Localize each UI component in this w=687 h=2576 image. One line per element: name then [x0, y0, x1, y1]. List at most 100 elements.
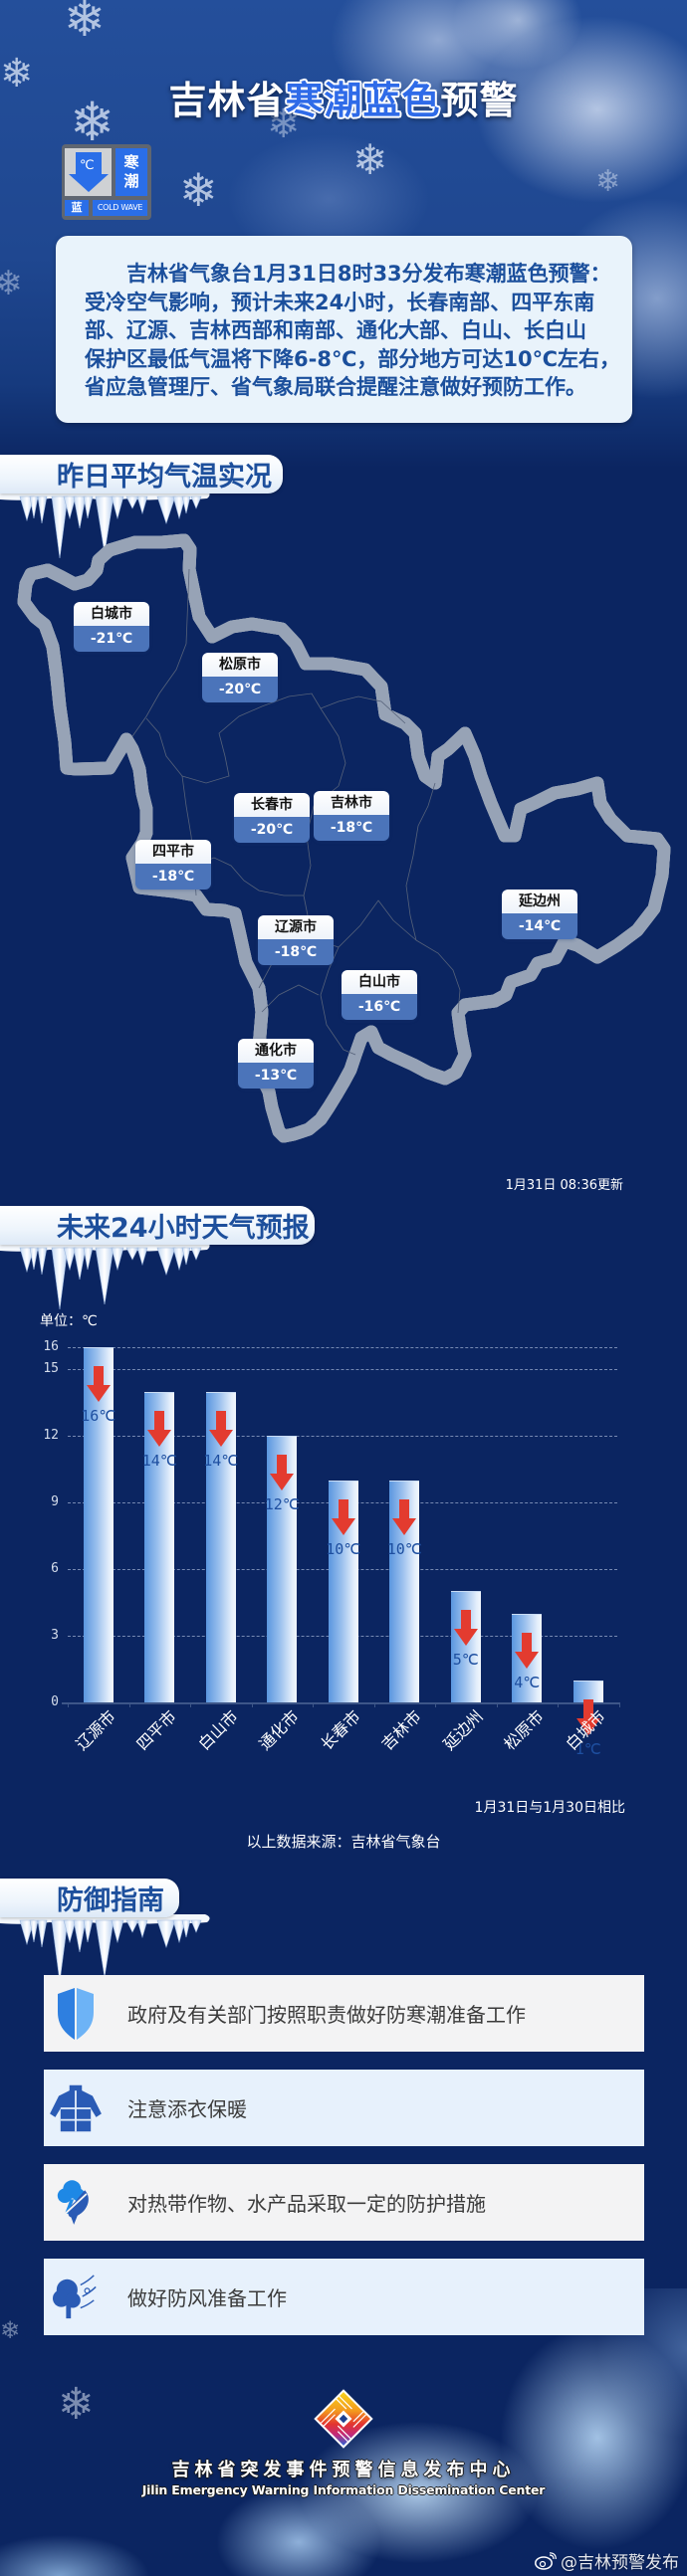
- snowflake-icon: ❄: [595, 164, 621, 199]
- snowflake-icon: ❄: [0, 51, 34, 97]
- warning-text-box: 吉林省气象台1月31日8时33分发布寒潮蓝色预警： 受冷空气影响，预计未来24小…: [56, 236, 632, 423]
- guide-text: 注意添衣保暖: [127, 2097, 247, 2121]
- x-axis-category-label: 辽源市: [72, 1706, 119, 1754]
- update-timestamp: 1月31日 08:36更新: [505, 1178, 623, 1193]
- guide-item-keep-warm: 注意添衣保暖: [44, 2070, 644, 2146]
- city-label-yanbian: 延边州 -14℃: [502, 890, 577, 939]
- organization-name-en: Jilin Emergency Warning Information Diss…: [141, 2482, 546, 2497]
- y-axis-tick-label: 0: [51, 1694, 59, 1709]
- bar-value-label: 12℃: [264, 1495, 300, 1514]
- x-axis-tick: [68, 1702, 69, 1707]
- x-axis-tick: [313, 1702, 314, 1707]
- snowflake-icon: ❄: [179, 163, 218, 217]
- guide-item-wind-prep: 做好防风准备工作: [44, 2259, 644, 2335]
- city-name: 白山市: [342, 970, 417, 994]
- bar-value-label: 14℃: [141, 1451, 177, 1470]
- x-axis-tick: [128, 1702, 130, 1707]
- down-arrow-icon: [69, 152, 109, 192]
- x-axis-tick: [496, 1702, 498, 1707]
- page-title: 吉林省寒潮蓝色预警: [0, 70, 687, 124]
- city-name: 辽源市: [258, 915, 334, 939]
- bar: [450, 1591, 481, 1702]
- organization-name-cn: 吉林省突发事件预警信息发布中心: [171, 2460, 516, 2480]
- temperature-drop-bar-chart: 单位：℃ 0 3 6 9 12 15 16 16℃ 辽源市 14℃ 四平市 14℃ 白山市 12℃ 通化市 1…: [0, 1293, 687, 1771]
- down-arrow-icon: [575, 1698, 600, 1735]
- snowflake-icon: ❄: [0, 2316, 21, 2344]
- down-arrow-icon: [392, 1498, 417, 1535]
- gridline: [68, 1369, 617, 1371]
- bar-value-label: 16℃: [81, 1407, 116, 1425]
- guide-text: 对热带作物、水产品采取一定的防护措施: [127, 2192, 486, 2216]
- down-arrow-icon: [270, 1455, 295, 1491]
- guide-item-crops-aquatic: 对热带作物、水产品采取一定的防护措施: [44, 2164, 644, 2241]
- city-temp: -21℃: [74, 626, 149, 652]
- down-arrow-icon: [515, 1632, 540, 1669]
- city-temp: -20℃: [234, 817, 310, 843]
- snowflake-icon: ❄: [58, 2379, 95, 2430]
- city-name: 松原市: [202, 653, 278, 677]
- warning-line: 受冷空气影响，预计未来24小时，长春南部、四平东南: [85, 290, 595, 314]
- temperature-drop-icon: ℃: [65, 148, 112, 196]
- city-label-liaoyuan: 辽源市 -18℃: [258, 915, 334, 965]
- title-suffix: 预警: [440, 79, 519, 122]
- weibo-icon: [535, 2551, 557, 2570]
- section-title-forecast: 未来24小时天气预报: [0, 1206, 315, 1245]
- badge-level: 蓝: [65, 200, 89, 216]
- city-label-baishan: 白山市 -16℃: [342, 970, 417, 1020]
- down-arrow-icon: [331, 1498, 355, 1535]
- city-label-tonghua: 通化市 -13℃: [238, 1039, 314, 1089]
- city-name: 吉林市: [314, 791, 389, 815]
- snowflake-icon: ❄: [0, 264, 23, 303]
- shield-icon: [44, 1987, 108, 2041]
- watermark-handle: @吉林预警发布: [561, 2553, 679, 2573]
- x-axis-category-label: 通化市: [255, 1706, 303, 1754]
- city-temp: -18℃: [135, 864, 211, 890]
- x-axis-category-label: 白山市: [194, 1706, 242, 1754]
- tree-fish-icon: [44, 2176, 108, 2230]
- x-axis-category-label: 延边州: [439, 1706, 487, 1754]
- tree-wind-icon: [44, 2274, 108, 2321]
- section-title-observed: 昨日平均气温实况: [0, 455, 283, 494]
- title-prefix: 吉林省: [168, 79, 286, 122]
- snowflake-icon: ❄: [64, 0, 106, 48]
- bar-value-label: 1℃: [574, 1739, 601, 1758]
- city-label-jilin: 吉林市 -18℃: [314, 791, 389, 841]
- jacket-icon: [44, 2083, 108, 2133]
- down-arrow-icon: [453, 1610, 478, 1647]
- x-axis-category-label: 吉林市: [377, 1706, 425, 1754]
- warning-center-logo: [314, 2389, 373, 2449]
- city-name: 延边州: [502, 890, 577, 913]
- x-axis-category-label: 松原市: [500, 1706, 548, 1754]
- x-axis-tick: [373, 1702, 375, 1707]
- city-name: 四平市: [135, 840, 211, 864]
- bar-value-label: 10℃: [326, 1539, 361, 1558]
- badge-unit: ℃: [80, 158, 95, 173]
- bar-value-label: 14℃: [203, 1451, 239, 1470]
- warning-line: 吉林省气象台1月31日8时33分发布寒潮蓝色预警：: [126, 262, 611, 286]
- warning-line: 省应急管理厅、省气象局联合提醒注意做好预防工作。: [85, 375, 586, 399]
- snowflake-icon: ❄: [70, 91, 115, 153]
- y-axis-tick-label: 15: [43, 1361, 59, 1377]
- data-source-note: 以上数据来源：吉林省气象台: [246, 1833, 441, 1851]
- warning-line: 部、辽源、吉林西部和南部、通化大部、白山、长白山: [85, 318, 586, 342]
- city-label-baicheng: 白城市 -21℃: [74, 602, 149, 652]
- city-name: 白城市: [74, 602, 149, 626]
- x-axis-tick: [558, 1702, 559, 1707]
- chart-compare-note: 1月31日与1月30日相比: [474, 1800, 625, 1816]
- city-label-siping: 四平市 -18℃: [135, 840, 211, 890]
- bar-value-label: 4℃: [514, 1673, 541, 1691]
- weibo-watermark: @吉林预警发布: [535, 2548, 679, 2573]
- badge-english: COLD WAVE: [93, 200, 147, 216]
- bar-value-label: 10℃: [386, 1539, 422, 1558]
- guide-text: 政府及有关部门按照职责做好防寒潮准备工作: [127, 2003, 526, 2027]
- down-arrow-icon: [208, 1410, 233, 1447]
- snowflake-icon: ❄: [352, 135, 388, 184]
- guide-item-government: 政府及有关部门按照职责做好防寒潮准备工作: [44, 1975, 644, 2052]
- x-axis-line: [62, 1702, 619, 1704]
- city-temp: -14℃: [502, 913, 577, 939]
- chart-unit-label: 单位：℃: [40, 1313, 98, 1329]
- city-temp: -18℃: [314, 815, 389, 841]
- gridline: [68, 1436, 617, 1438]
- down-arrow-icon: [147, 1410, 172, 1447]
